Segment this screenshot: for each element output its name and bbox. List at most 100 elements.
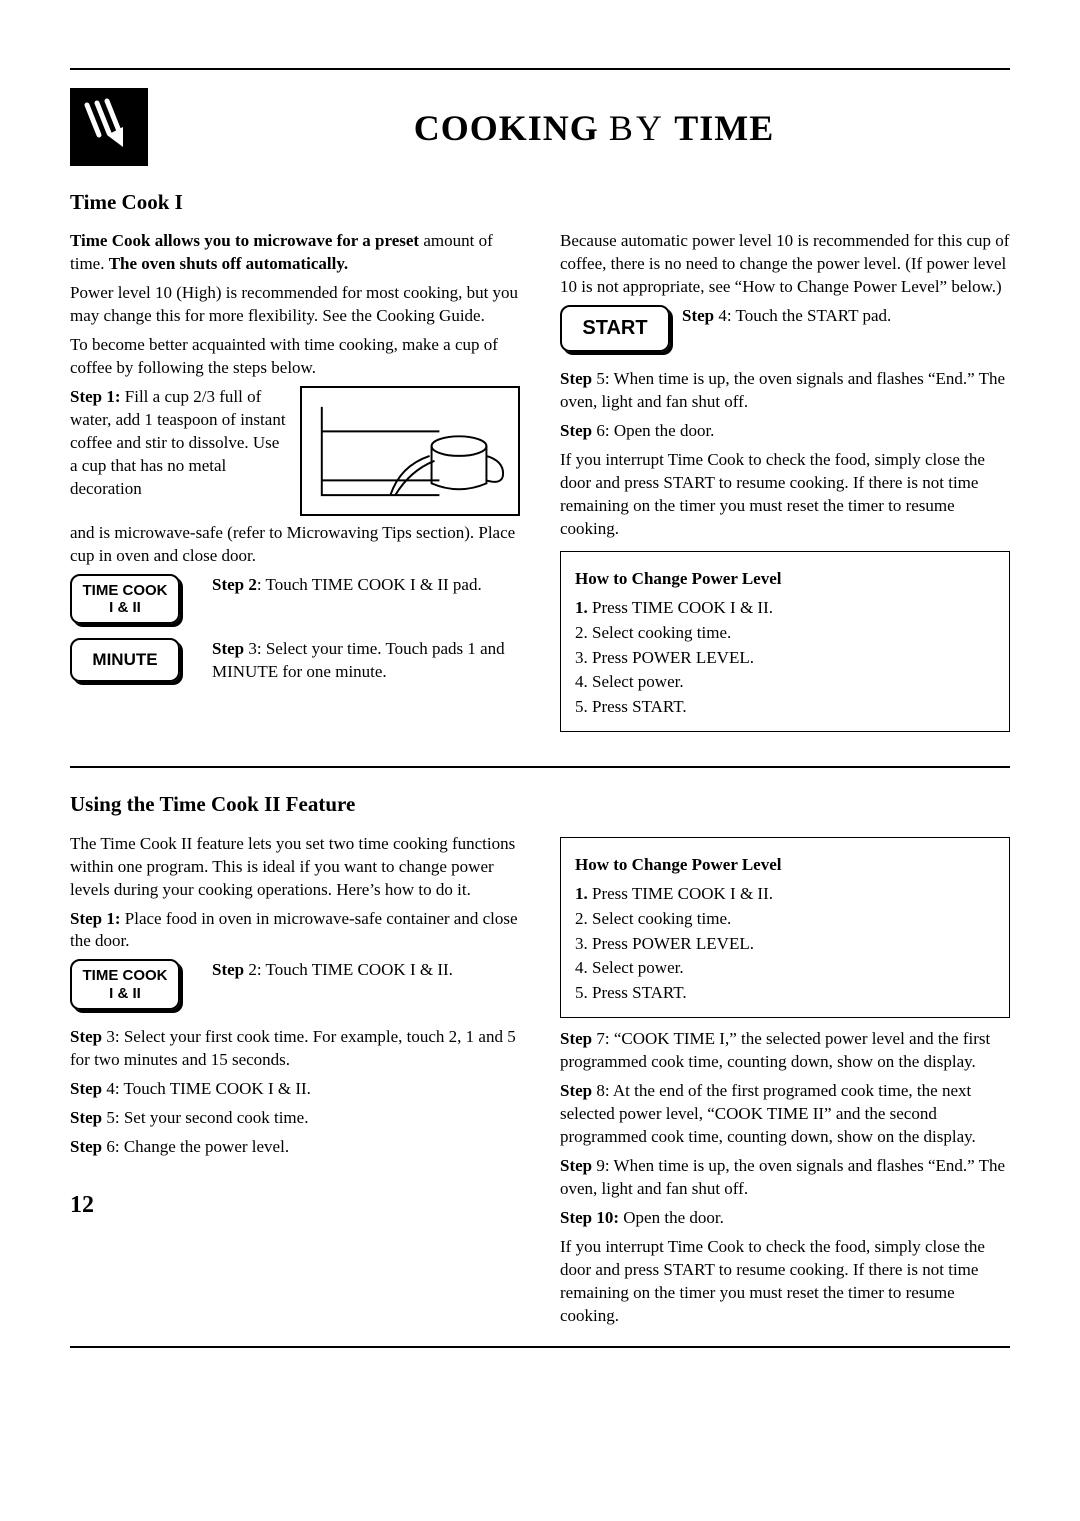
s2-step4-label: Step — [70, 1079, 102, 1098]
step5-p: Step 5: When time is up, the oven signal… — [560, 368, 1010, 414]
section2-p1: The Time Cook II feature lets you set tw… — [70, 833, 520, 902]
title-word-1: COOKING — [414, 108, 599, 148]
s2-step1-label: Step 1: — [70, 909, 121, 928]
box2-title: How to Change Power Level — [575, 854, 995, 877]
power-level-box-2: How to Change Power Level 1. Press TIME … — [560, 837, 1010, 1019]
title-word-3: TIME — [674, 108, 774, 148]
section2-step1: Step 1: Place food in oven in microwave-… — [70, 908, 520, 954]
s2-step6-label: Step — [70, 1137, 102, 1156]
s2-step6-text: 6: Change the power level. — [102, 1137, 289, 1156]
s2-step7-label: Step — [560, 1029, 592, 1048]
time-cook-button-2[interactable]: TIME COOK I & II — [70, 959, 180, 1010]
box1-item2: 2. Select cooking time. — [575, 622, 995, 645]
section1-intro: Time Cook allows you to microwave for a … — [70, 230, 520, 276]
step1-text-block: Step 1: Fill a cup 2/3 full of water, ad… — [70, 386, 288, 501]
start-button[interactable]: START — [560, 305, 670, 352]
box1-item3: 3. Press POWER LEVEL. — [575, 647, 995, 670]
section2-right-col: How to Change Power Level 1. Press TIME … — [560, 827, 1010, 1334]
power-level-box-1: How to Change Power Level 1. Press TIME … — [560, 551, 1010, 733]
timecook-pad-wrap: TIME COOK I & II — [70, 574, 200, 625]
box1-item1: 1. Press TIME COOK I & II. — [575, 597, 995, 620]
s2-step9-label: Step — [560, 1156, 592, 1175]
s2-step5: Step 5: Set your second cook time. — [70, 1107, 520, 1130]
s2-step2-text-block: Step 2: Touch TIME COOK I & II. — [212, 959, 520, 982]
step2-text-block: Step 2: Touch TIME COOK I & II pad. — [212, 574, 520, 597]
logo-icon — [70, 88, 148, 166]
s2-step3: Step 3: Select your first cook time. For… — [70, 1026, 520, 1072]
s2-step9: Step 9: When time is up, the oven signal… — [560, 1155, 1010, 1201]
box1-item1-text: Press TIME COOK I & II. — [588, 598, 773, 617]
header: COOKING BY TIME — [70, 88, 1010, 166]
minute-pad-wrap: MINUTE — [70, 638, 200, 682]
step4-row: START Step 4: Touch the START pad. — [560, 305, 1010, 352]
section2-left-col: The Time Cook II feature lets you set tw… — [70, 827, 520, 1334]
time-cook-button[interactable]: TIME COOK I & II — [70, 574, 180, 625]
cup-illustration — [300, 386, 520, 516]
section2-columns: The Time Cook II feature lets you set tw… — [70, 827, 1010, 1334]
s2-step4: Step 4: Touch TIME COOK I & II. — [70, 1078, 520, 1101]
section1-right-p2: If you interrupt Time Cook to check the … — [560, 449, 1010, 541]
s2-step2-text: 2: Touch TIME COOK I & II. — [244, 960, 453, 979]
box2-item1-num: 1. — [575, 884, 588, 903]
intro-bold1: Time Cook allows you to microwave for a … — [70, 231, 419, 250]
box2-item3: 3. Press POWER LEVEL. — [575, 933, 995, 956]
top-rule — [70, 68, 1010, 70]
s2-step4-text: 4: Touch TIME COOK I & II. — [102, 1079, 311, 1098]
s2-step10: Step 10: Open the door. — [560, 1207, 1010, 1230]
s2-step9-text: 9: When time is up, the oven signals and… — [560, 1156, 1005, 1198]
step6-p: Step 6: Open the door. — [560, 420, 1010, 443]
bottom-rule — [70, 1346, 1010, 1348]
start-pad-wrap: START — [560, 305, 670, 352]
step3-row: MINUTE Step 3: Select your time. Touch p… — [70, 638, 520, 684]
s2-p-last: If you interrupt Time Cook to check the … — [560, 1236, 1010, 1328]
step1-row: Step 1: Fill a cup 2/3 full of water, ad… — [70, 386, 520, 516]
box1-item4: 4. Select power. — [575, 671, 995, 694]
box2-item4: 4. Select power. — [575, 957, 995, 980]
step6-label: Step — [560, 421, 592, 440]
box2-item1-text: Press TIME COOK I & II. — [588, 884, 773, 903]
step5-text: 5: When time is up, the oven signals and… — [560, 369, 1005, 411]
step6-text: 6: Open the door. — [592, 421, 714, 440]
step5-label: Step — [560, 369, 592, 388]
section1-columns: Time Cook allows you to microwave for a … — [70, 224, 1010, 742]
step4-label: Step — [682, 306, 714, 325]
section-divider — [70, 766, 1010, 768]
s2-step10-text: Open the door. — [619, 1208, 724, 1227]
title-word-2: BY — [609, 108, 665, 148]
box1-title: How to Change Power Level — [575, 568, 995, 591]
box2-list: 1. Press TIME COOK I & II. 2. Select coo… — [575, 883, 995, 1006]
s2-step10-label: Step 10: — [560, 1208, 619, 1227]
s2-step3-label: Step — [70, 1027, 102, 1046]
box1-item1-num: 1. — [575, 598, 588, 617]
s2-step3-text: 3: Select your first cook time. For exam… — [70, 1027, 516, 1069]
box1-item5: 5. Press START. — [575, 696, 995, 719]
step2-text: : Touch TIME COOK I & II pad. — [257, 575, 482, 594]
s2-step7: Step 7: “COOK TIME I,” the selected powe… — [560, 1028, 1010, 1074]
page-title: COOKING BY TIME — [178, 88, 1010, 153]
box2-item5: 5. Press START. — [575, 982, 995, 1005]
s2-step6: Step 6: Change the power level. — [70, 1136, 520, 1159]
section1-right-col: Because automatic power level 10 is reco… — [560, 224, 1010, 742]
step3-text-block: Step 3: Select your time. Touch pads 1 a… — [212, 638, 520, 684]
step4-text: 4: Touch the START pad. — [714, 306, 891, 325]
section2-title: Using the Time Cook II Feature — [70, 790, 1010, 818]
section1-p3: To become better acquainted with time co… — [70, 334, 520, 380]
timecook-pad-wrap-2: TIME COOK I & II — [70, 959, 200, 1010]
page-number: 12 — [70, 1189, 520, 1221]
step1-cont: and is microwave-safe (refer to Microwav… — [70, 522, 520, 568]
step3-label: Step — [212, 639, 244, 658]
s2-step2-row: TIME COOK I & II Step 2: Touch TIME COOK… — [70, 959, 520, 1010]
box2-item2: 2. Select cooking time. — [575, 908, 995, 931]
intro-bold2: The oven shuts off automatically. — [109, 254, 348, 273]
s2-step7-text: 7: “COOK TIME I,” the selected power lev… — [560, 1029, 990, 1071]
s2-step8-text: 8: At the end of the first programed coo… — [560, 1081, 976, 1146]
section1-title: Time Cook I — [70, 188, 1010, 216]
minute-button[interactable]: MINUTE — [70, 638, 180, 682]
step3-text: 3: Select your time. Touch pads 1 and MI… — [212, 639, 505, 681]
section1-right-p1: Because automatic power level 10 is reco… — [560, 230, 1010, 299]
s2-step5-text: 5: Set your second cook time. — [102, 1108, 308, 1127]
section1-p2: Power level 10 (High) is recommended for… — [70, 282, 520, 328]
step4-text-block: Step 4: Touch the START pad. — [682, 305, 1010, 328]
s2-step5-label: Step — [70, 1108, 102, 1127]
s2-step1-text: Place food in oven in microwave-safe con… — [70, 909, 518, 951]
